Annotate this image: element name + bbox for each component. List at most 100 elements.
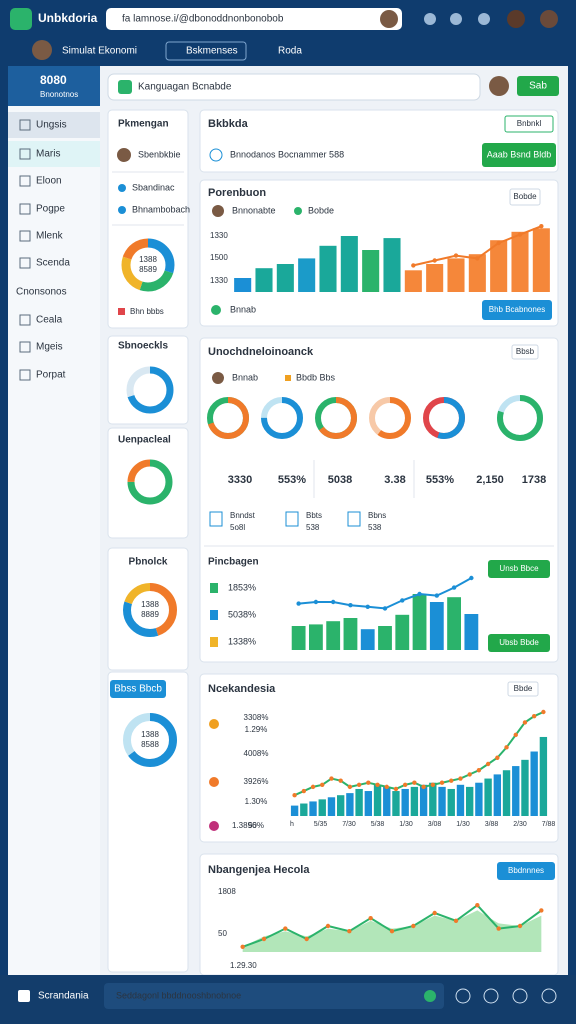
button[interactable] — [517, 76, 559, 96]
bar — [404, 270, 422, 292]
toolbar-icon[interactable] — [541, 988, 557, 1004]
x-label: 1/30 — [399, 821, 413, 828]
bottom-search[interactable] — [104, 983, 444, 1009]
item-value: 5o8l — [230, 523, 245, 532]
line-point — [451, 585, 457, 590]
button[interactable] — [110, 680, 166, 698]
line-point — [240, 944, 245, 949]
bar — [539, 736, 548, 816]
line-point — [384, 784, 389, 790]
avatar — [489, 76, 509, 96]
icon — [210, 637, 218, 647]
icon[interactable] — [424, 990, 436, 1002]
bar — [336, 795, 345, 816]
figure: 2,150 — [476, 474, 504, 486]
donut-label: 1388 — [141, 730, 159, 739]
axis-label: 1.30% — [245, 797, 268, 806]
line-point — [449, 778, 454, 783]
bar — [355, 788, 363, 816]
toolbar-icon[interactable] — [424, 13, 436, 25]
line — [294, 711, 544, 797]
card — [107, 427, 189, 539]
nav-item: Ceala — [36, 315, 63, 326]
line-point — [382, 606, 388, 611]
toolbar-icon[interactable] — [512, 988, 528, 1004]
button-text: Bbdnnnes — [508, 866, 544, 875]
nav-icon — [19, 119, 31, 131]
avatar[interactable] — [540, 10, 558, 28]
button[interactable] — [482, 143, 556, 167]
avatar — [212, 205, 224, 217]
axis-label: 1500 — [210, 253, 228, 262]
section-title: Pincbagen — [208, 557, 259, 568]
nav-hover — [8, 141, 100, 167]
nav-item: Ungsis — [36, 120, 67, 131]
bar — [395, 614, 410, 650]
item-icon — [347, 511, 361, 527]
axis-label: 3926% — [244, 777, 269, 786]
donut-segment — [423, 397, 465, 439]
legend: Bnnonabte — [232, 205, 276, 215]
bar — [426, 264, 444, 292]
button-text: Bbsb — [516, 347, 535, 356]
button[interactable] — [488, 560, 550, 578]
button-text: Sab — [529, 81, 547, 92]
nav-item: Eloon — [36, 176, 62, 187]
bar — [346, 793, 354, 816]
tab: Simulat Ekonomi — [62, 46, 137, 57]
button[interactable] — [509, 188, 541, 206]
button-text: Unsb Bbce — [499, 564, 539, 573]
figure: 553% — [426, 474, 454, 486]
icon — [210, 583, 218, 593]
line-point — [348, 603, 353, 608]
avatar[interactable] — [507, 10, 525, 28]
line-point — [356, 782, 362, 787]
button[interactable] — [511, 344, 539, 360]
axis-label: 50% — [248, 821, 264, 830]
button[interactable] — [497, 862, 555, 880]
bar — [475, 782, 483, 816]
toolbar-icon[interactable] — [450, 13, 462, 25]
toolbar-icon[interactable] — [483, 988, 499, 1004]
card-title: Nbangenjea Hecola — [208, 864, 310, 876]
search-box[interactable] — [107, 73, 481, 101]
x-label: 7/88 — [542, 821, 556, 828]
app-name: Unbkdoria — [38, 11, 98, 25]
row-text: Bnnodanos Bocnammer 588 — [230, 149, 344, 159]
legend-icon — [118, 308, 125, 315]
item-icon — [209, 511, 223, 527]
line-point — [453, 253, 459, 258]
button-text: Bbde — [514, 684, 533, 693]
x-label: 2/30 — [513, 821, 527, 828]
link: Bhnambobach — [132, 204, 190, 214]
url-box[interactable] — [106, 8, 402, 30]
line-point — [338, 778, 343, 783]
button[interactable] — [488, 634, 550, 652]
item-title: Bnndst — [230, 511, 256, 520]
toolbar-icon[interactable] — [478, 13, 490, 25]
button[interactable] — [507, 681, 539, 697]
sidebar — [8, 66, 100, 975]
bar — [291, 626, 306, 650]
bar — [298, 258, 316, 292]
avatar[interactable] — [380, 10, 398, 28]
line-point — [467, 772, 472, 777]
axis-label: 1330 — [210, 231, 228, 240]
bar — [290, 805, 299, 816]
line-point — [320, 782, 325, 787]
app-logo — [10, 8, 32, 30]
line-point — [539, 908, 544, 913]
link-icon — [118, 206, 126, 214]
tag-text: Bnbnkl — [517, 119, 542, 128]
link-icon — [118, 184, 126, 192]
donut-label: 8889 — [141, 610, 159, 619]
tab: Bskmenses — [186, 46, 238, 57]
toolbar-icon[interactable] — [455, 988, 471, 1004]
button-text: Bbss Bbcb — [114, 684, 162, 695]
line-point — [439, 780, 445, 785]
bar — [419, 784, 428, 816]
bar — [340, 236, 358, 292]
button[interactable] — [482, 300, 552, 320]
bar — [326, 621, 341, 650]
tab[interactable] — [165, 41, 247, 61]
